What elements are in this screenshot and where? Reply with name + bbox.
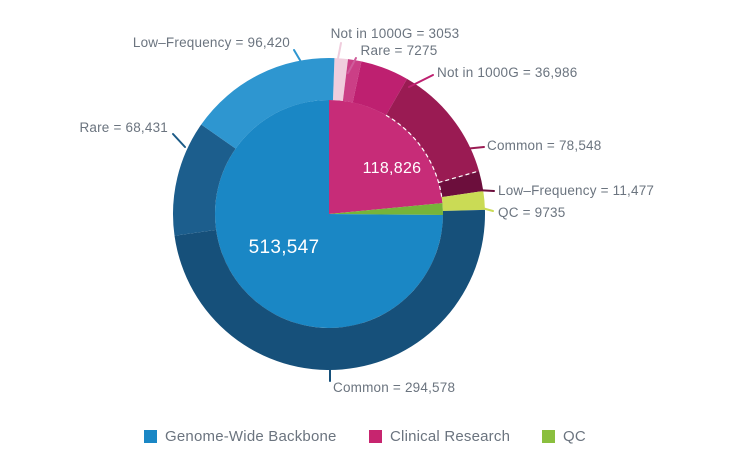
inner-slice-qc <box>329 203 444 215</box>
callout-not-in-1000g-3053: Not in 1000G = 3053 <box>331 26 460 41</box>
callout-common-294578: Common = 294,578 <box>333 380 455 395</box>
callout-rare-7275: Rare = 7275 <box>361 43 438 58</box>
leader-line-not-in-1000g-3053 <box>335 42 342 70</box>
clinical-research-value: 118,826 <box>363 160 422 177</box>
outer-slice-3-common <box>386 78 479 183</box>
callout-rare-68431: Rare = 68,431 <box>79 120 168 135</box>
outer-slice-1-rare <box>342 59 362 103</box>
outer-slice-7-rare <box>173 124 236 236</box>
leader-line-rare-7275 <box>347 57 357 74</box>
callout-common-78548: Common = 78,548 <box>487 138 601 153</box>
outer-slice-2-not-in-1000g <box>352 61 407 116</box>
leader-line-not-in-1000g-36986 <box>408 74 434 88</box>
genome-wide-backbone-value: 513,547 <box>249 237 320 258</box>
separator-line <box>438 170 480 184</box>
leader-line-qc-9735 <box>470 204 494 212</box>
outer-slice-6-common <box>174 209 486 371</box>
leader-line-low-frequency-96420 <box>293 49 308 73</box>
callout-not-in-1000g-36986: Not in 1000G = 36,986 <box>437 65 577 80</box>
separator-arc <box>385 114 443 198</box>
leader-line-low-frequency-11477 <box>475 189 495 192</box>
outer-slice-8-low-frequency <box>201 58 335 149</box>
leader-line-rare-68431 <box>172 133 186 148</box>
inner-slice-clinical-research <box>329 99 443 214</box>
outer-slice-4-low-frequency <box>438 171 484 198</box>
callout-low-frequency-96420: Low–Frequency = 96,420 <box>133 35 290 50</box>
callout-low-frequency-11477: Low–Frequency = 11,477 <box>498 183 654 198</box>
callout-qc-9735: QC = 9735 <box>498 205 565 220</box>
leader-line-common-78548 <box>463 146 485 150</box>
inner-slice-genome-wide-backbone <box>215 100 443 328</box>
